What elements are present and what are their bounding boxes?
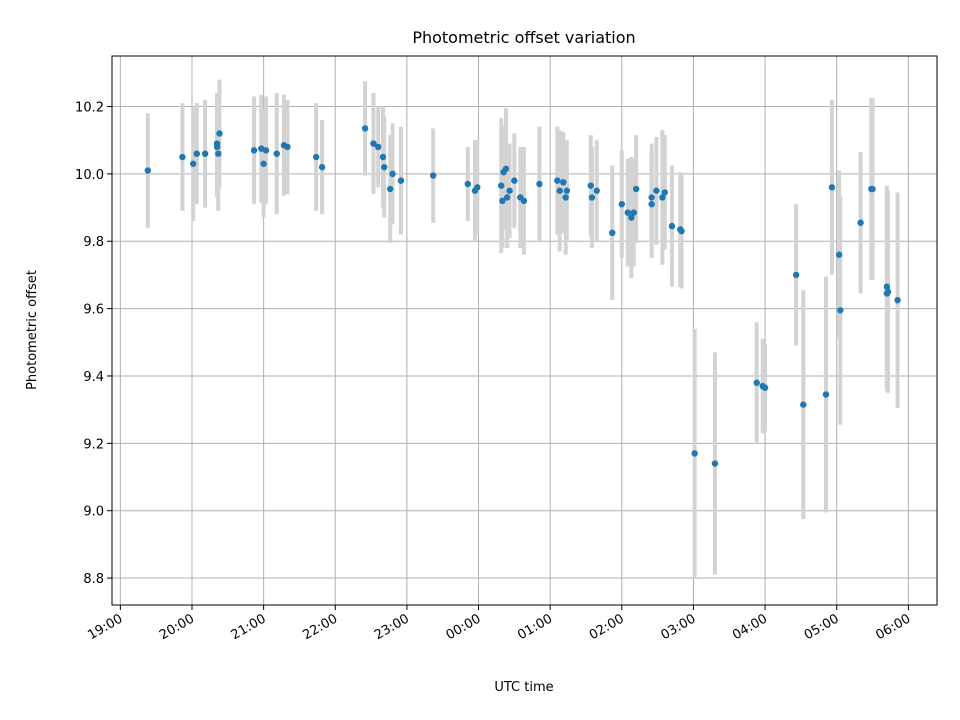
data-point <box>587 182 594 189</box>
errorbar-layer <box>145 79 900 579</box>
x-tick-label: 19:00 <box>85 611 125 643</box>
data-point <box>711 460 719 467</box>
data-point <box>653 187 660 194</box>
data-point <box>375 143 382 151</box>
data-point <box>556 187 563 194</box>
data-point <box>668 222 676 230</box>
data-point <box>648 194 655 201</box>
x-tick-label: 04:00 <box>730 611 770 643</box>
data-point <box>822 391 830 398</box>
data-point <box>381 163 388 171</box>
y-tick-label: 10.2 <box>75 101 104 116</box>
data-point <box>894 296 901 304</box>
data-point <box>506 187 513 194</box>
data-point <box>648 200 655 208</box>
data-point <box>498 182 505 189</box>
data-point <box>800 401 807 408</box>
data-point <box>503 194 511 201</box>
grid-layer <box>112 56 937 605</box>
data-point <box>624 209 631 216</box>
data-point <box>857 219 864 226</box>
data-point <box>397 177 405 184</box>
data-point <box>284 143 291 151</box>
data-point <box>588 194 596 201</box>
x-tick-label: 21:00 <box>229 611 269 643</box>
data-point <box>562 194 569 201</box>
point-layer <box>144 125 901 467</box>
data-point <box>691 450 698 457</box>
x-tick-label: 00:00 <box>444 611 484 643</box>
data-point <box>250 147 258 154</box>
x-tick-label: 05:00 <box>802 611 842 643</box>
data-point <box>216 130 223 137</box>
y-tick-label: 9.6 <box>83 303 104 318</box>
data-point <box>144 167 152 174</box>
data-point <box>179 153 186 161</box>
data-point <box>883 283 891 290</box>
x-tick-label: 22:00 <box>300 611 340 643</box>
y-tick-label: 9.0 <box>83 505 104 520</box>
x-tick-label: 23:00 <box>372 611 412 643</box>
data-point <box>260 160 267 167</box>
data-point <box>386 185 394 193</box>
data-point <box>837 307 844 314</box>
data-point <box>609 229 616 237</box>
data-point <box>828 184 836 191</box>
data-point <box>593 187 600 194</box>
data-point <box>761 384 769 391</box>
data-point <box>536 180 543 188</box>
data-point <box>215 150 222 157</box>
y-tick-label: 9.4 <box>83 370 104 385</box>
y-tick-label: 10.0 <box>75 168 104 183</box>
data-point <box>835 251 843 258</box>
data-point <box>502 165 510 173</box>
data-point <box>499 197 506 205</box>
data-point <box>792 271 800 279</box>
plot-frame <box>111 55 938 606</box>
data-point <box>189 160 197 167</box>
data-point <box>193 150 200 157</box>
data-point <box>262 147 270 154</box>
data-point <box>213 143 221 151</box>
data-point <box>560 179 567 186</box>
y-tick-label: 8.8 <box>83 572 104 587</box>
data-point <box>661 189 668 196</box>
y-tick-label: 9.8 <box>83 235 104 250</box>
x-tick-label: 01:00 <box>515 611 555 643</box>
data-point <box>869 185 876 193</box>
x-tick-label: 20:00 <box>157 611 197 643</box>
chart-title: Photometric offset variation <box>412 28 635 47</box>
data-point <box>273 150 280 157</box>
data-point <box>753 379 760 386</box>
data-point <box>474 184 481 191</box>
x-axis-label: UTC time <box>494 680 553 695</box>
data-point <box>429 172 437 179</box>
data-point <box>379 153 387 161</box>
data-point <box>659 194 666 201</box>
data-point <box>884 288 892 295</box>
data-point <box>632 185 640 193</box>
data-point <box>312 153 320 161</box>
data-point <box>563 187 571 194</box>
y-tick-label: 9.2 <box>83 437 104 452</box>
x-tick-label: 02:00 <box>587 611 627 643</box>
data-point <box>361 125 369 132</box>
data-point <box>370 140 377 147</box>
data-point <box>318 163 326 171</box>
data-point <box>628 214 635 221</box>
data-point <box>554 177 561 184</box>
data-point <box>618 200 626 208</box>
tick-layer: 19:00 20:00 21:00 22:00 23:00 00:00 01:00 02:00… <box>75 101 913 644</box>
x-tick-label: 06:00 <box>873 611 913 643</box>
data-point <box>464 180 471 188</box>
data-point <box>201 150 209 157</box>
y-axis-label: Photometric offset <box>25 270 40 390</box>
data-point <box>511 177 518 184</box>
data-point <box>520 197 528 205</box>
x-tick-label: 03:00 <box>658 611 698 643</box>
data-point <box>678 227 685 235</box>
data-point <box>630 209 637 216</box>
data-point <box>389 170 396 178</box>
